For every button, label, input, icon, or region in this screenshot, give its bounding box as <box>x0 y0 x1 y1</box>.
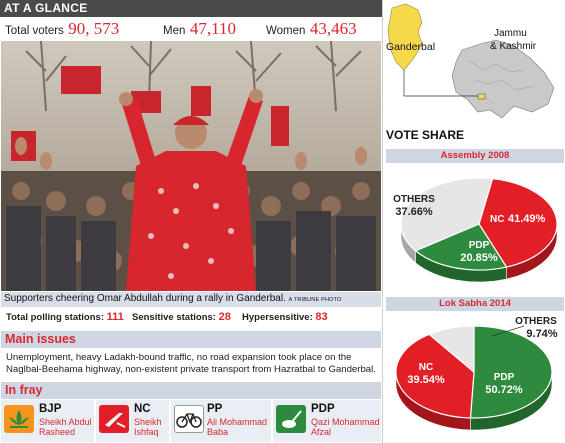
party-card-pdp: PDP Qazi Mohammad Afzal <box>273 400 382 442</box>
lotus-icon <box>4 405 34 433</box>
pie-label-name-nc: NC <box>490 214 504 225</box>
state-label-line1: Jammu <box>494 28 527 39</box>
sensitive-stations: Sensitive stations: 28 <box>132 311 231 323</box>
pie-label-name-others: OTHERS <box>393 194 435 205</box>
pie-slice-nc <box>478 178 558 268</box>
women-voters-label: Women <box>266 25 306 37</box>
pie-slice-pdp <box>414 223 508 271</box>
hypersensitive-stations: Hypersensitive: 83 <box>242 311 328 323</box>
hypersensitive-label: Hypersensitive: <box>242 312 313 323</box>
in-fray-title: In fray <box>5 383 43 397</box>
candidate-line2-bjp: Rasheed <box>39 427 76 437</box>
chart-header-assembly <box>386 149 564 163</box>
pie-label-name-nc: NC <box>419 362 433 373</box>
party-abbr-pdp: PDP <box>311 403 335 415</box>
candidate-line2-pdp: Afzal <box>311 427 332 437</box>
hypersensitive-value: 83 <box>315 311 328 323</box>
pie-label-name-others: OTHERS <box>515 316 557 327</box>
total-polling-stations: Total polling stations: 111 <box>6 311 124 323</box>
chart-header-loksabha <box>386 297 564 311</box>
candidate-line1-nc: Sheikh <box>134 417 162 427</box>
women-voters-stat: Women 43,463 <box>266 19 357 39</box>
chart-title-loksabha: Lok Sabha 2014 <box>439 298 511 309</box>
pie-label-value-others: 9.74% <box>526 328 557 340</box>
total-voters-stat: Total voters 90, 573 <box>5 19 119 39</box>
pie-label-value-nc: 41.49% <box>508 213 546 225</box>
ganderbal-location-marker <box>477 93 486 100</box>
inkpot-pen-icon <box>276 405 306 433</box>
photo-caption: Supporters cheering Omar Abdullah during… <box>4 293 342 304</box>
ganderbal-district-shape <box>387 3 423 71</box>
locator-map <box>384 0 564 124</box>
others-leader-line <box>491 325 525 337</box>
pie-slice-nc <box>395 333 475 419</box>
chart-title-assembly: Assembly 2008 <box>440 150 510 161</box>
pie-label-name-pdp: PDP <box>469 240 490 251</box>
party-abbr-pp: PP <box>207 403 223 415</box>
main-issues-title: Main issues <box>5 332 76 346</box>
party-abbr-nc: NC <box>134 403 151 415</box>
jammu-kashmir-shape <box>451 39 555 119</box>
candidate-line2-pp: Baba <box>207 427 229 437</box>
sensitive-label: Sensitive stations: <box>132 312 216 323</box>
in-fray-header <box>1 382 381 399</box>
total-voters-value: 90, 573 <box>68 19 120 38</box>
total-polling-label: Total polling stations: <box>6 312 104 323</box>
pie-label-name-pdp: PDP <box>494 372 515 383</box>
men-voters-label: Men <box>163 25 186 37</box>
page-title: AT A GLANCE <box>4 1 88 15</box>
party-abbr-bjp: BJP <box>39 403 62 415</box>
men-voters-value: 47,110 <box>189 19 236 38</box>
pie-label-value-others: 37.66% <box>395 206 433 218</box>
rally-photo-illustration <box>1 41 381 291</box>
candidate-line2-nc: Ishfaq <box>134 427 159 437</box>
party-card-pp: PP Ali Mohammad Baba <box>171 400 272 442</box>
caption-bar <box>1 292 381 307</box>
map-leader-line <box>403 70 478 97</box>
pie-slice-others <box>400 177 494 252</box>
pie-label-value-pdp: 50.72% <box>485 384 523 396</box>
candidate-line1-pp: Ali Mohammad <box>207 417 268 427</box>
pie-slice-others <box>428 325 475 374</box>
men-voters-stat: Men 47,110 <box>163 19 236 39</box>
map-illustration <box>387 3 555 119</box>
main-issues-header <box>1 331 381 348</box>
party-card-nc: NC Sheikh Ishfaq <box>96 400 170 442</box>
party-card-bjp: BJP Sheikh Abdul Rasheed <box>1 400 95 442</box>
bicycle-icon <box>174 405 204 433</box>
sensitive-value: 28 <box>218 311 231 323</box>
photo-caption-text: Supporters cheering Omar Abdullah during… <box>4 293 286 304</box>
candidate-line1-pdp: Qazi Mohammad <box>311 417 380 427</box>
candidate-line1-bjp: Sheikh Abdul <box>39 417 92 427</box>
state-label-line2: & Kashmir <box>490 41 537 52</box>
total-voters-label: Total voters <box>5 25 64 37</box>
photo-credit: A TRIBUNE PHOTO <box>288 297 342 303</box>
rally-photo <box>1 41 381 291</box>
column-divider <box>382 0 383 443</box>
total-polling-value: 111 <box>106 311 124 323</box>
women-voters-value: 43,463 <box>309 19 357 38</box>
main-issues-text: Unemployment, heavy Ladakh-bound traffic… <box>6 352 376 375</box>
ganderbal-map-label: Ganderbal <box>386 41 436 53</box>
pie-slice-pdp <box>469 325 553 419</box>
header-bar <box>0 0 382 17</box>
pie-label-value-pdp: 20.85% <box>460 252 498 264</box>
plough-icon <box>99 405 129 433</box>
pie-label-value-nc: 39.54% <box>407 374 445 386</box>
vote-share-title: VOTE SHARE <box>386 128 465 142</box>
